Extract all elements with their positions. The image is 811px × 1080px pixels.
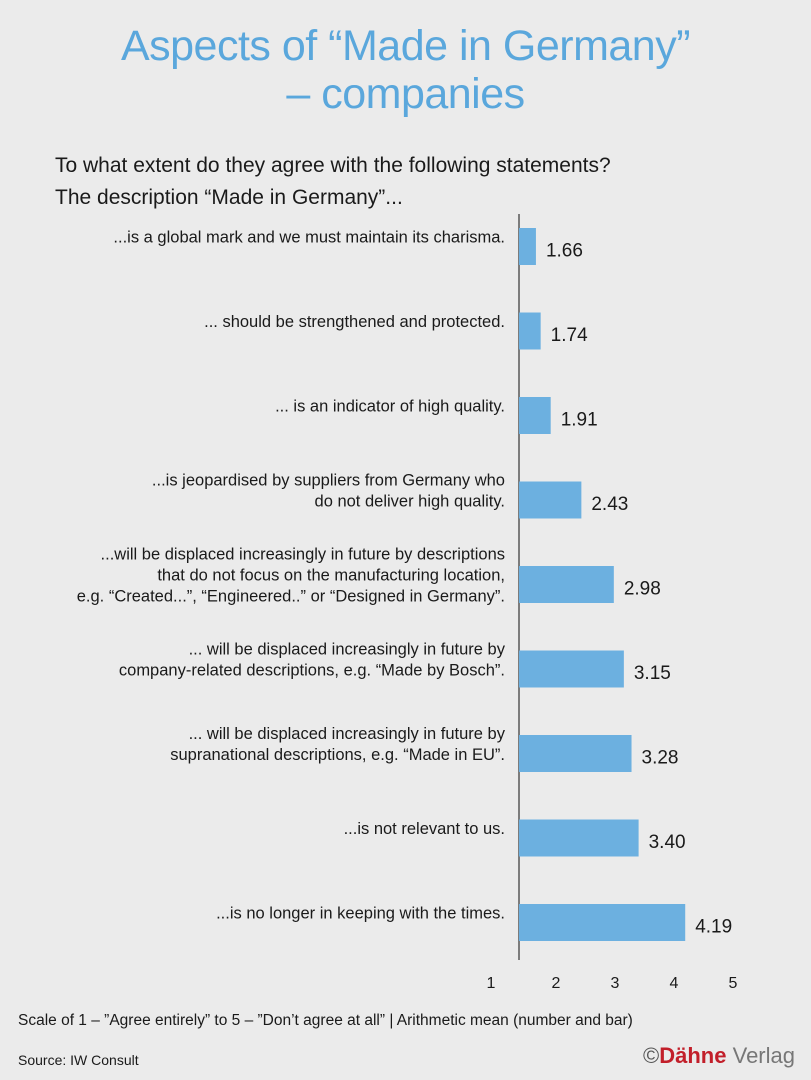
category-label: ... will be displaced increasingly in fu… xyxy=(189,725,506,743)
bar xyxy=(519,904,686,941)
publisher-name-bold: Dähne xyxy=(659,1043,727,1068)
category-label: ... should be strengthened and protected… xyxy=(204,313,505,331)
bar-value-label: 3.28 xyxy=(642,748,679,769)
category-label: supranational descriptions, e.g. “Made i… xyxy=(170,746,505,764)
bar xyxy=(519,566,614,603)
category-label: do not deliver high quality. xyxy=(315,493,505,511)
category-label: that do not focus on the manufacturing l… xyxy=(157,567,505,585)
bar-value-label: 4.19 xyxy=(695,917,732,938)
bar xyxy=(519,397,551,434)
chart-subtitle: To what extent do they agree with the fo… xyxy=(55,150,611,214)
bar-value-label: 1.74 xyxy=(551,325,588,346)
bar xyxy=(519,481,582,519)
chart-title-line-2: – companies xyxy=(286,70,525,118)
bar-value-label: 2.43 xyxy=(591,494,628,515)
category-label: ... is an indicator of high quality. xyxy=(275,398,505,416)
chart-title: Aspects of “Made in Germany” – companies xyxy=(0,22,811,118)
source-note: Source: IW Consult xyxy=(18,1052,139,1068)
publisher-logo: ©Dähne Verlag xyxy=(643,1043,795,1069)
bar-chart: 1.66 ...is a global mark and we must main… xyxy=(77,214,738,992)
bar-value-label: 2.98 xyxy=(624,579,661,600)
chart-subtitle-line-1: To what extent do they agree with the fo… xyxy=(55,154,611,177)
bar xyxy=(519,650,624,688)
scale-footnote: Scale of 1 – ”Agree entirely” to 5 – ”Do… xyxy=(18,1012,633,1029)
chart-title-line-1: Aspects of “Made in Germany” xyxy=(120,22,691,70)
bar-value-label: 3.40 xyxy=(649,832,686,853)
category-label: ...is a global mark and we must maintain… xyxy=(113,229,505,247)
bar xyxy=(519,228,536,265)
category-label: ...is no longer in keeping with the time… xyxy=(216,905,505,923)
bar xyxy=(519,735,632,772)
category-label: ... will be displaced increasingly in fu… xyxy=(189,641,506,659)
bar-value-label: 3.15 xyxy=(634,663,671,684)
publisher-name-rest: Verlag xyxy=(726,1043,795,1068)
bar-value-label: 1.91 xyxy=(561,410,598,431)
x-tick-label: 2 xyxy=(552,975,561,992)
category-label: ...is jeopardised by suppliers from Germ… xyxy=(152,472,505,490)
x-tick-label: 5 xyxy=(729,975,738,992)
category-label: ...will be displaced increasingly in fut… xyxy=(101,546,505,564)
category-label: company-related descriptions, e.g. “Made… xyxy=(119,662,505,680)
bar xyxy=(519,312,541,350)
bar-value-label: 1.66 xyxy=(546,241,583,262)
bar xyxy=(519,819,639,857)
category-label: e.g. “Created...”, “Engineered..” or “De… xyxy=(77,588,505,606)
copyright-icon: © xyxy=(643,1043,660,1068)
chart-subtitle-line-2: The description “Made in Germany”... xyxy=(55,186,403,209)
category-label: ...is not relevant to us. xyxy=(344,820,505,838)
x-tick-label: 4 xyxy=(670,975,679,992)
x-tick-label: 3 xyxy=(611,975,620,992)
x-tick-label: 1 xyxy=(487,975,496,992)
